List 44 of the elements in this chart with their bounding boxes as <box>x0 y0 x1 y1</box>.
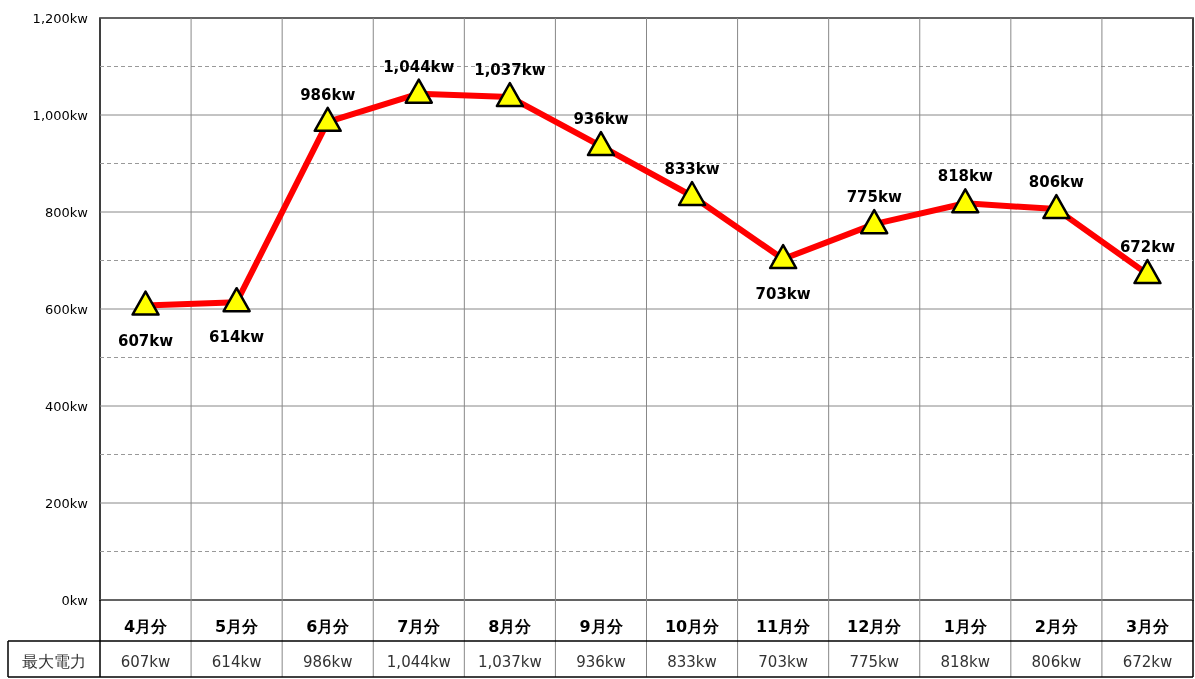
text: 806kw <box>1028 173 1084 192</box>
text: 672kw <box>1119 238 1176 257</box>
data-label: 1,037kw <box>477 653 542 671</box>
data-label: 806kw <box>1031 653 1082 671</box>
text: 833kw <box>664 159 720 178</box>
y-tick-label: 400kw <box>45 399 89 414</box>
x-tick-label: 12月分 <box>847 617 903 636</box>
data-label: 986kw <box>302 653 353 671</box>
data-label: 614kw <box>211 653 262 671</box>
y-tick-label: 800kw <box>45 205 89 220</box>
x-tick-label: 9月分 <box>579 617 624 636</box>
x-tick-label: 2月分 <box>1034 617 1079 636</box>
text: 1,044kw <box>383 57 455 76</box>
data-label: 703kw <box>758 653 808 671</box>
data-label: 936kw <box>576 653 626 671</box>
text: 614kw <box>209 328 265 347</box>
data-label: 1,044kw <box>386 653 451 671</box>
x-tick-label: 3月分 <box>1125 617 1171 636</box>
x-tick-label: 5月分 <box>215 617 260 636</box>
y-tick-label: 1,000kw <box>32 108 89 123</box>
data-label: 775kw <box>849 653 900 671</box>
x-tick-label: 6月分 <box>306 617 351 636</box>
x-tick-label: 4月分 <box>123 617 169 636</box>
text: 936kw <box>573 110 629 129</box>
x-tick-label: 1月分 <box>943 617 988 636</box>
data-label: 672kw <box>1122 653 1173 671</box>
y-tick-label: 0kw <box>61 593 89 608</box>
text: 818kw <box>937 167 993 186</box>
legend-label: 最大電力 <box>22 652 86 671</box>
x-tick-label: 7月分 <box>397 617 442 636</box>
text: 775kw <box>846 188 902 207</box>
y-tick-label: 1,200kw <box>32 11 89 26</box>
data-label: 818kw <box>940 653 991 671</box>
x-tick-label: 11月分 <box>755 617 812 636</box>
x-tick-label: 10月分 <box>664 617 721 636</box>
text: 703kw <box>755 285 811 304</box>
text: 607kw <box>117 331 174 350</box>
data-label: 833kw <box>667 653 717 671</box>
text: 986kw <box>300 85 356 104</box>
x-tick-label: 8月分 <box>488 617 533 636</box>
y-tick-label: 600kw <box>45 302 89 317</box>
data-label: 607kw <box>120 653 171 671</box>
text: 1,037kw <box>474 61 546 80</box>
y-tick-label: 200kw <box>45 496 89 511</box>
